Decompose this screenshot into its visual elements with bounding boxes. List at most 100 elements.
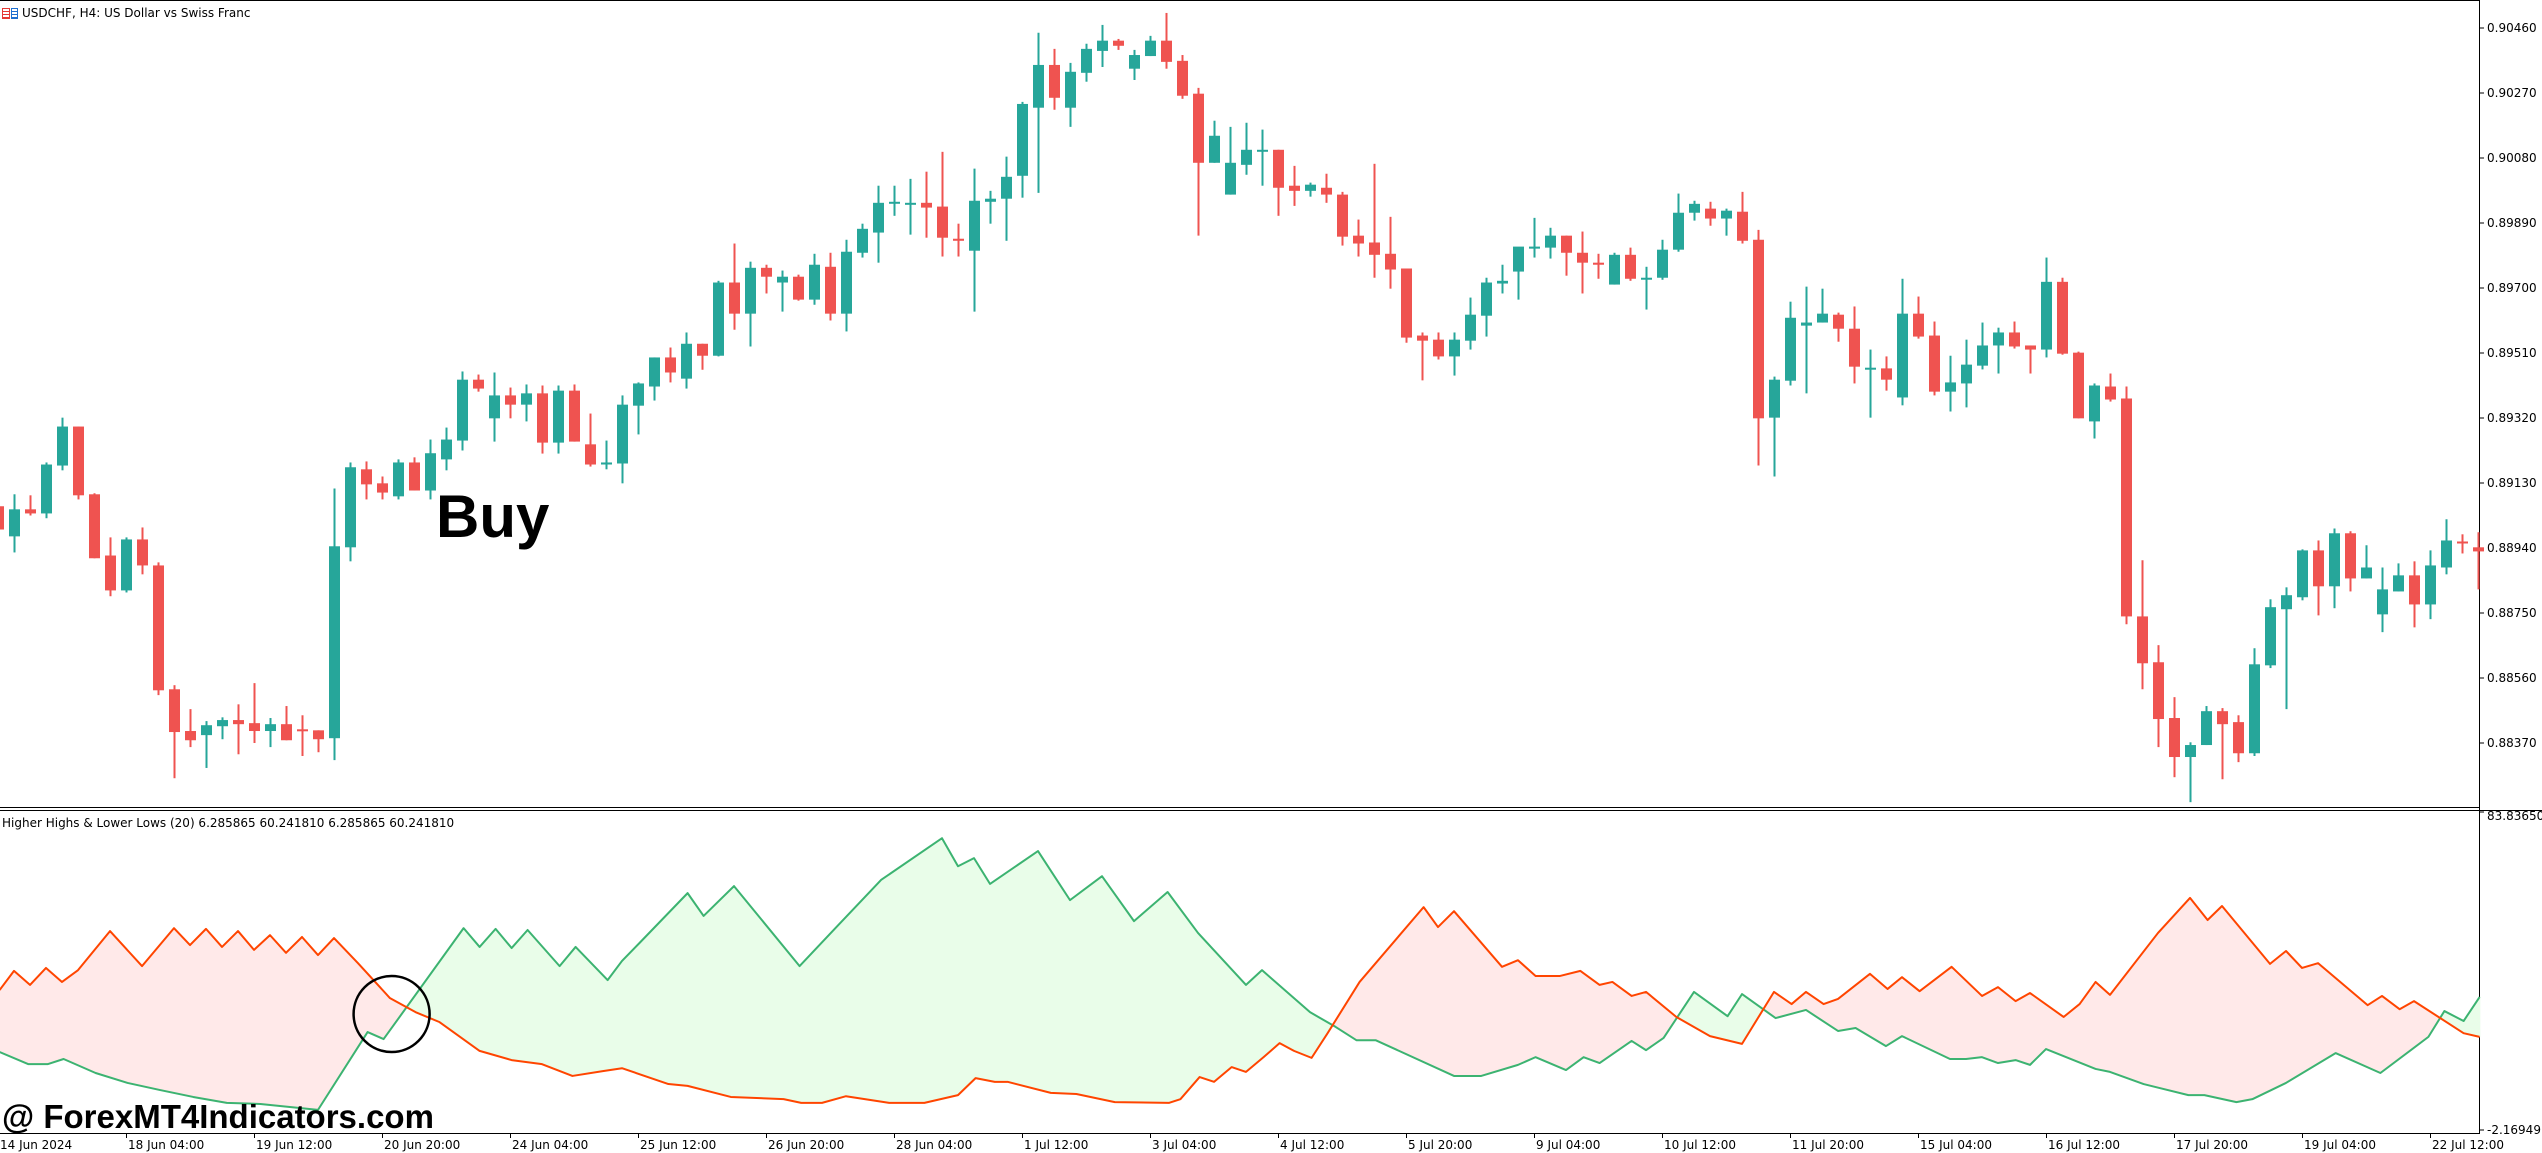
bull-candle [1225,126,1236,195]
bull-candle [2329,528,2340,609]
candle-body [2297,550,2308,598]
bear-candle [1177,55,1188,99]
bull-candle [265,718,276,748]
candle-body [1673,212,1684,250]
bull-candle [1017,101,1028,198]
bear-candle [89,493,100,559]
bear-candle [1401,268,1412,343]
candle-body [1913,313,1924,337]
bear-candle [2073,351,2084,419]
bear-candle [1417,332,1428,381]
candle-body [2441,540,2452,568]
bull-candle [617,395,628,484]
date-label: 1 Jul 12:00 [1024,1138,1089,1152]
bull-candle [201,721,212,768]
candle-body [249,723,260,732]
price-label: 0.88560 [2487,670,2537,685]
bull-candle [649,357,660,401]
candle-body [1705,208,1716,219]
candle-body [409,462,420,491]
bull-candle [1129,49,1140,80]
bull-candle [1001,156,1012,241]
date-label: 20 Jun 20:00 [384,1138,461,1152]
bull-candle [1145,35,1156,57]
candle-body [1481,282,1492,316]
bull-candle [1449,332,1460,376]
candle-body [857,228,868,253]
bear-candle [169,685,180,779]
bear-candle [537,385,548,454]
candle-body [265,724,276,732]
candle-body [937,206,948,238]
candle-body [1753,239,1764,419]
bull-candle [1865,349,1876,418]
candle-body [1273,149,1284,188]
price-label: 0.89700 [2487,280,2537,295]
candle-body [841,251,852,314]
candle-body [2249,664,2260,754]
bull-candle [905,178,916,235]
bear-candle [2009,321,2020,349]
candle-body [1097,40,1108,51]
bear-candle [761,264,772,294]
bull-candle [1961,339,1972,408]
bear-candle [73,426,84,500]
bear-candle [249,683,260,743]
bull-candle [1785,301,1796,386]
bear-candle [1753,229,1764,466]
candle-body [2121,398,2132,617]
symbol-title: USDCHF, H4: US Dollar vs Swiss Franc [22,6,251,20]
bear-candle [937,151,948,257]
date-label: 4 Jul 12:00 [1280,1138,1345,1152]
candle-body [1001,176,1012,199]
candle-body [505,395,516,405]
bull-candle [681,332,692,389]
bull-candle [1769,376,1780,477]
bear-candle [2313,540,2324,616]
bear-candle [0,506,4,530]
candle-body [1961,364,1972,384]
candle-body [2361,567,2372,579]
candle-body [1033,64,1044,108]
candle-body [1465,314,1476,341]
candle-body [281,724,292,741]
candle-body [393,462,404,497]
candle-body [1161,40,1172,62]
price-label: 0.89510 [2487,345,2537,360]
candle-body [1945,382,1956,392]
bear-candle [1433,332,1444,360]
candle-body [1081,48,1092,73]
candle-body [1257,149,1268,152]
candle-body [2457,541,2468,544]
candle-body [2345,533,2356,579]
candle-body [2057,281,2068,354]
candle-body [57,426,68,466]
candle-body [745,267,756,314]
bear-candle [569,384,580,442]
date-label: 22 Jul 12:00 [2432,1138,2504,1152]
candle-body [1433,339,1444,357]
candle-body [1225,162,1236,195]
bull-candle [1529,217,1540,258]
price-label: 0.88750 [2487,605,2537,620]
date-label: 18 Jun 04:00 [128,1138,205,1152]
bull-candle [1097,24,1108,67]
candle-body [153,565,164,691]
bull-candle [2393,563,2404,592]
bull-candle [1897,278,1908,406]
bull-candle [1801,286,1812,394]
bear-candle [2153,645,2164,748]
bear-candle [1193,87,1204,236]
bull-candle [489,372,500,442]
bear-candle [1049,48,1060,110]
candle-body [1833,314,1844,329]
bear-candle [1321,173,1332,203]
bull-candle [809,253,820,305]
candle-body [2329,533,2340,587]
bull-candle [1545,227,1556,259]
date-label: 17 Jul 20:00 [2176,1138,2248,1152]
bull-candle [633,382,644,435]
bear-candle [2473,532,2484,590]
